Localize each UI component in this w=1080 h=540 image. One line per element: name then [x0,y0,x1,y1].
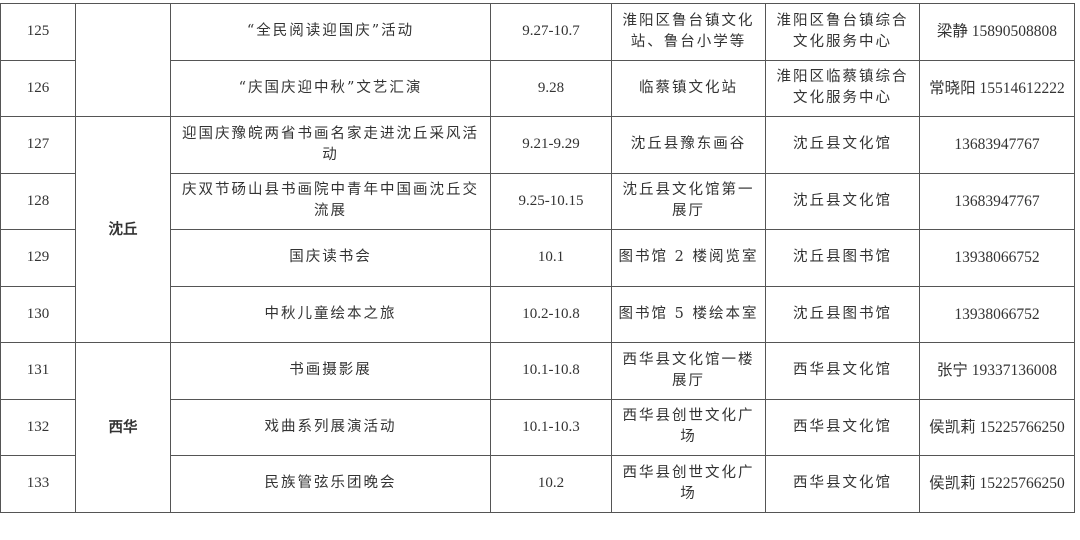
row-number: 130 [0,285,76,343]
location-cell: 西华县创世文化广场 [611,455,766,513]
location-cell: 淮阳区鲁台镇文化站、鲁台小学等 [611,3,766,61]
activity-cell: 国庆读书会 [170,229,491,287]
contact-cell: 侯凯莉 15225766250 [919,455,1075,513]
contact-cell: 13683947767 [919,172,1075,230]
location-cell: 图书馆 2 楼阅览室 [611,229,766,287]
row-number: 131 [0,342,76,400]
activity-cell: 中秋儿童绘本之旅 [170,285,491,343]
activity-cell: “庆国庆迎中秋”文艺汇演 [170,59,491,117]
contact-cell: 13938066752 [919,285,1075,343]
date-cell: 10.1-10.3 [490,398,612,456]
table-row: 128 庆双节砀山县书画院中青年中国画沈丘交流展 9.25-10.15 沈丘县文化馆第… [0,172,1075,230]
row-number: 128 [0,172,76,230]
date-cell: 10.1-10.8 [490,342,612,400]
table-row: 131 西华 书画摄影展 10.1-10.8 西华县文化馆一楼展厅 西华县文化馆 张宁 19… [0,342,1075,513]
date-cell: 10.2-10.8 [490,285,612,343]
activity-cell: 书画摄影展 [170,342,491,400]
organizer-cell: 沈丘县文化馆 [765,172,920,230]
date-cell: 10.1 [490,229,612,287]
activity-cell: 戏曲系列展演活动 [170,398,491,456]
table-row: 127 沈丘 迎国庆豫皖两省书画名家走进沈丘采风活动 9.21-9.29 沈丘县豫东画谷… [0,116,1075,343]
organizer-cell: 淮阳区鲁台镇综合文化服务中心 [765,3,920,61]
location-cell: 沈丘县豫东画谷 [611,116,766,174]
table-row: 132 戏曲系列展演活动 10.1-10.3 西华县创世文化广场 西华县文化馆 侯凯莉 1… [0,398,1075,456]
location-cell: 西华县文化馆一楼展厅 [611,342,766,400]
organizer-cell: 淮阳区临蔡镇综合文化服务中心 [765,59,920,117]
contact-cell: 侯凯莉 15225766250 [919,398,1075,456]
activity-cell: “全民阅读迎国庆”活动 [170,3,491,61]
contact-cell: 张宁 19337136008 [919,342,1075,400]
table-row: 126 “庆国庆迎中秋”文艺汇演 9.28 临蔡镇文化站 淮阳区临蔡镇综合文化服务中心常… [0,59,1075,117]
table-row: 125 “全民阅读迎国庆”活动 9.27-10.7 淮阳区鲁台镇文化站、鲁台小学等 淮阳… [0,3,1075,117]
row-number: 125 [0,3,76,61]
organizer-cell: 沈丘县文化馆 [765,116,920,174]
activity-cell: 民族管弦乐团晚会 [170,455,491,513]
location-cell: 临蔡镇文化站 [611,59,766,117]
contact-cell: 梁静 15890508808 [919,3,1075,61]
row-number: 127 [0,116,76,174]
region-cell [75,3,171,117]
location-cell: 图书馆 5 楼绘本室 [611,285,766,343]
row-number: 126 [0,59,76,117]
contact-cell: 13938066752 [919,229,1075,287]
organizer-cell: 西华县文化馆 [765,398,920,456]
row-number: 132 [0,398,76,456]
row-number: 133 [0,455,76,513]
table-row: 133 民族管弦乐团晚会 10.2 西华县创世文化广场 西华县文化馆 侯凯莉 152257… [0,455,1075,513]
row-number: 129 [0,229,76,287]
date-cell: 9.21-9.29 [490,116,612,174]
activity-cell: 庆双节砀山县书画院中青年中国画沈丘交流展 [170,172,491,230]
activity-cell: 迎国庆豫皖两省书画名家走进沈丘采风活动 [170,116,491,174]
organizer-cell: 西华县文化馆 [765,342,920,400]
location-cell: 西华县创世文化广场 [611,398,766,456]
contact-cell: 常晓阳 15514612222 [919,59,1075,117]
organizer-cell: 沈丘县图书馆 [765,285,920,343]
contact-cell: 13683947767 [919,116,1075,174]
organizer-cell: 沈丘县图书馆 [765,229,920,287]
region-cell: 沈丘 [75,116,171,343]
table-row: 129 国庆读书会 10.1 图书馆 2 楼阅览室 沈丘县图书馆 13938066752 [0,229,1075,287]
date-cell: 9.25-10.15 [490,172,612,230]
date-cell: 9.28 [490,59,612,117]
date-cell: 9.27-10.7 [490,3,612,61]
region-cell: 西华 [75,342,171,513]
organizer-cell: 西华县文化馆 [765,455,920,513]
date-cell: 10.2 [490,455,612,513]
location-cell: 沈丘县文化馆第一展厅 [611,172,766,230]
activity-table: 125 “全民阅读迎国庆”活动 9.27-10.7 淮阳区鲁台镇文化站、鲁台小学等 淮阳… [0,3,1075,513]
